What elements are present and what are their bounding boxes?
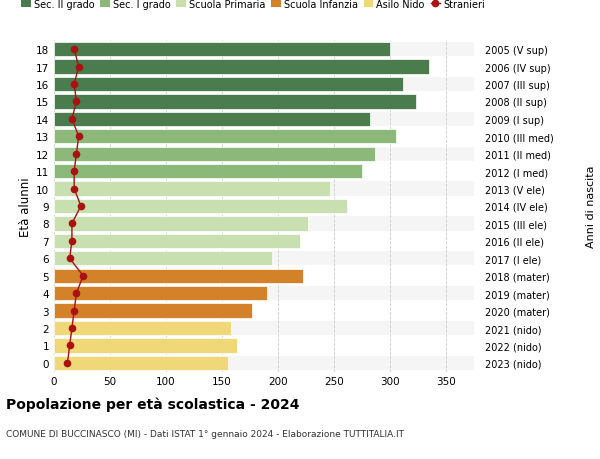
Y-axis label: Età alunni: Età alunni xyxy=(19,177,32,236)
Bar xyxy=(54,321,474,336)
Bar xyxy=(54,339,236,353)
Bar xyxy=(54,269,302,283)
Bar xyxy=(54,339,474,353)
Bar xyxy=(54,304,252,318)
Bar xyxy=(54,269,474,283)
Bar xyxy=(54,182,329,196)
Bar xyxy=(54,43,390,57)
Bar xyxy=(54,217,308,231)
Text: Anni di nascita: Anni di nascita xyxy=(586,165,596,248)
Bar xyxy=(54,165,362,179)
Bar xyxy=(54,356,474,370)
Bar xyxy=(54,95,474,109)
Bar xyxy=(54,199,474,214)
Bar xyxy=(54,165,474,179)
Bar xyxy=(54,356,227,370)
Bar xyxy=(54,60,429,74)
Bar xyxy=(54,321,231,336)
Bar xyxy=(54,95,416,109)
Legend: Sec. II grado, Sec. I grado, Scuola Primaria, Scuola Infanzia, Asilo Nido, Stran: Sec. II grado, Sec. I grado, Scuola Prim… xyxy=(21,0,485,10)
Bar xyxy=(54,252,474,266)
Bar xyxy=(54,182,474,196)
Bar xyxy=(54,130,395,144)
Bar xyxy=(54,60,474,74)
Bar xyxy=(54,217,474,231)
Bar xyxy=(54,147,376,162)
Bar xyxy=(54,286,267,301)
Bar xyxy=(54,78,474,92)
Bar xyxy=(54,304,474,318)
Bar xyxy=(54,234,474,248)
Bar xyxy=(54,252,272,266)
Text: Popolazione per età scolastica - 2024: Popolazione per età scolastica - 2024 xyxy=(6,397,299,412)
Bar xyxy=(54,78,403,92)
Text: COMUNE DI BUCCINASCO (MI) - Dati ISTAT 1° gennaio 2024 - Elaborazione TUTTITALIA: COMUNE DI BUCCINASCO (MI) - Dati ISTAT 1… xyxy=(6,429,404,438)
Bar xyxy=(54,130,474,144)
Bar xyxy=(54,112,474,127)
Bar xyxy=(54,199,347,214)
Bar xyxy=(54,147,474,162)
Bar xyxy=(54,112,370,127)
Bar xyxy=(54,234,301,248)
Bar xyxy=(54,43,474,57)
Bar xyxy=(54,286,474,301)
